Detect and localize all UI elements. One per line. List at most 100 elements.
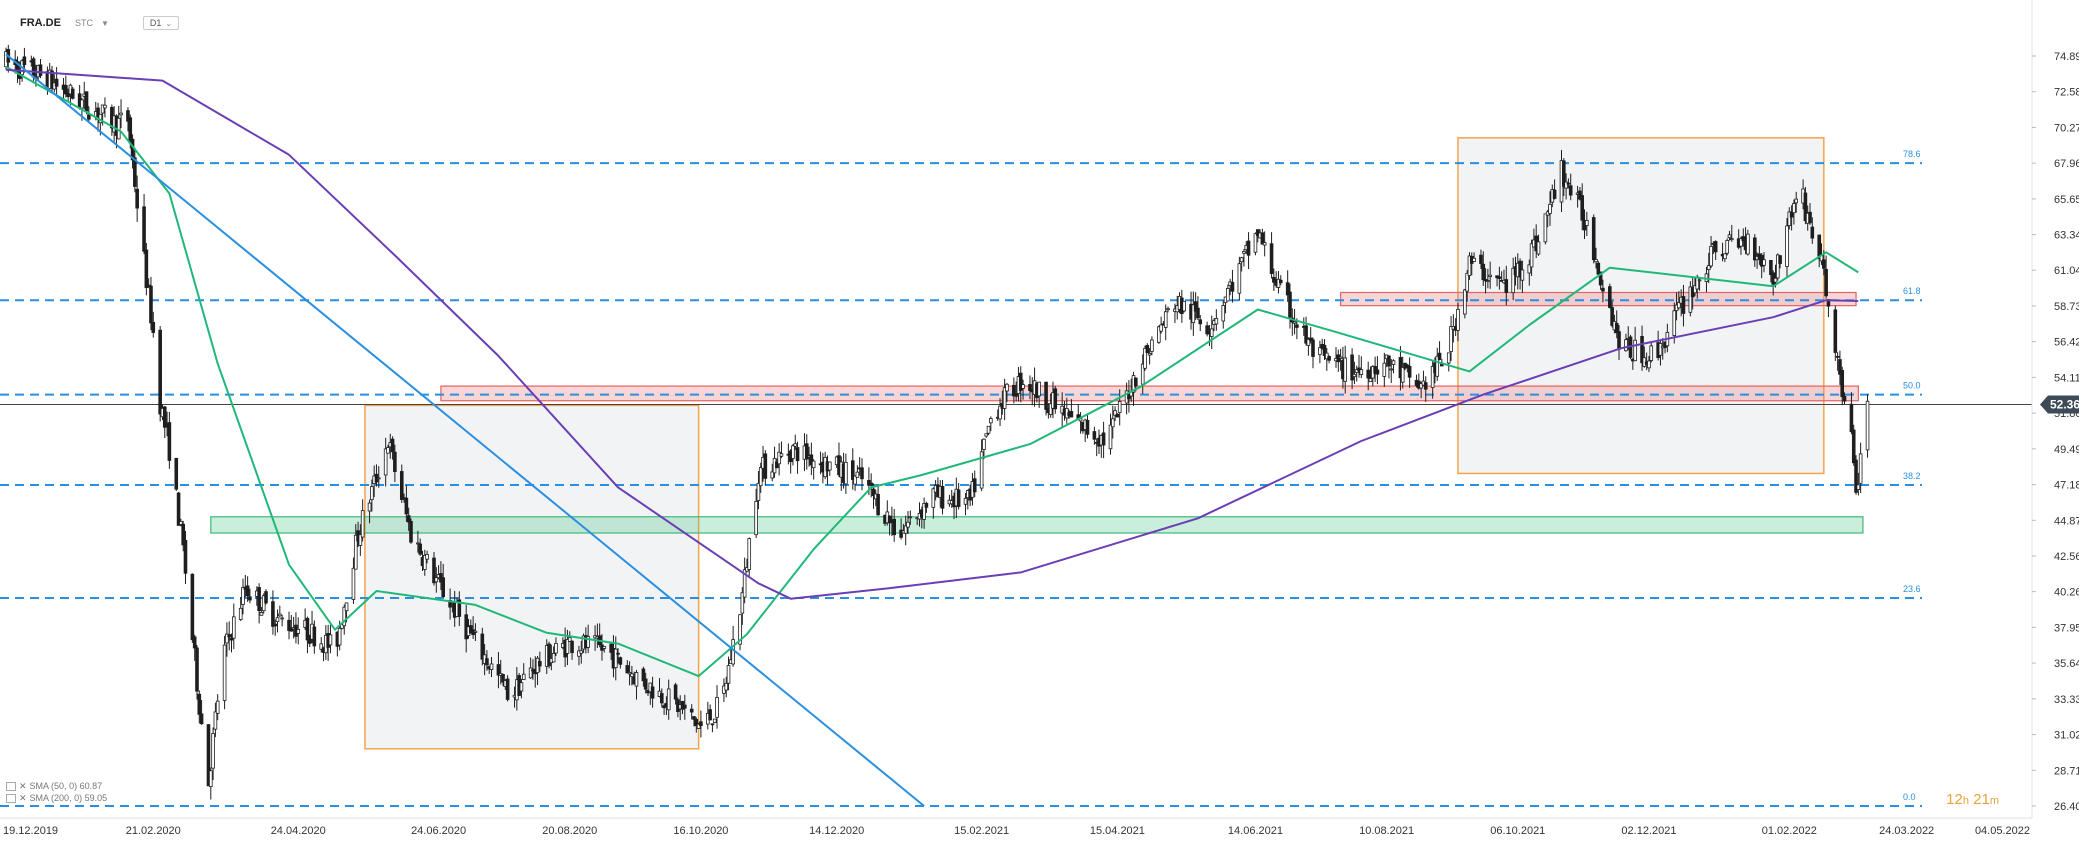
candle-body	[754, 501, 758, 536]
candle-body	[1407, 365, 1412, 378]
candle-body	[257, 587, 261, 612]
candle-body	[683, 704, 687, 709]
candle-body	[1803, 192, 1808, 222]
candle-body	[1389, 368, 1394, 371]
candle-body	[84, 91, 89, 112]
candle-body	[1787, 211, 1792, 226]
candle	[1278, 275, 1283, 286]
candle	[192, 634, 197, 661]
candle-body	[892, 518, 897, 536]
candle-body	[1672, 310, 1677, 336]
candle	[634, 669, 639, 700]
candle-body	[1350, 354, 1354, 381]
candle-body	[1713, 241, 1718, 253]
candle-body	[1145, 345, 1150, 353]
candle	[271, 590, 275, 635]
candle-body	[1456, 309, 1460, 331]
y-tick-label: 54.11	[2054, 372, 2079, 384]
candle-body	[1069, 411, 1074, 418]
candle-body	[1260, 232, 1265, 245]
candle	[1246, 232, 1251, 269]
candle-body	[1511, 267, 1515, 294]
candle-body	[1230, 282, 1235, 292]
candle	[1115, 413, 1120, 418]
candle-body	[22, 56, 27, 66]
y-tick-label: 35.64	[2054, 658, 2079, 670]
candle-body	[565, 639, 570, 654]
candle	[1842, 392, 1847, 405]
candle	[1762, 252, 1766, 273]
candle-body	[1658, 343, 1663, 356]
candle-body	[208, 770, 213, 788]
candle-body	[710, 723, 715, 726]
candle-body	[353, 534, 358, 570]
candle	[979, 439, 984, 492]
candle	[1226, 284, 1230, 302]
candle	[133, 147, 137, 193]
candle-body	[804, 443, 809, 460]
candle	[149, 276, 153, 331]
fib-levels: 78.6 61.8 50.0 38.2 23.6 0.0	[0, 149, 1922, 807]
candle	[1580, 183, 1585, 231]
candle	[860, 458, 864, 491]
candle	[1196, 296, 1200, 321]
candle-body	[176, 492, 181, 526]
eye-icon[interactable]	[6, 793, 16, 803]
candle-body	[1520, 269, 1525, 281]
candle-body	[1143, 347, 1147, 369]
candle	[1858, 442, 1863, 494]
candle-body	[1134, 377, 1138, 387]
candle-body	[126, 110, 130, 122]
candle-body	[144, 249, 149, 288]
candle-body	[1400, 367, 1405, 383]
close-icon[interactable]: ✕	[19, 781, 27, 791]
trendline[interactable]	[5, 53, 925, 807]
candle-body	[1725, 240, 1729, 254]
eye-icon[interactable]	[6, 781, 16, 791]
y-tick-label: 26.40	[2054, 801, 2079, 813]
candle-body	[1529, 243, 1534, 268]
chart-type-button[interactable]: STC ▼	[75, 18, 109, 28]
x-tick-label: 14.12.2020	[809, 825, 864, 837]
timeframe-select[interactable]: D1 ⌄	[142, 16, 180, 30]
symbol-label: FRA.DE	[20, 17, 61, 29]
candle-body	[1324, 352, 1329, 360]
candle	[1649, 342, 1654, 363]
legend-sma200[interactable]: ✕ SMA (200, 0) 59.05	[6, 792, 107, 804]
candle-body	[1253, 233, 1258, 253]
candle	[1769, 259, 1773, 283]
candle-body	[278, 613, 282, 617]
candle-body	[505, 678, 510, 700]
candle-body	[1527, 264, 1532, 274]
candle-body	[1221, 305, 1226, 322]
candle	[103, 97, 107, 118]
candle	[1543, 213, 1548, 245]
candle	[1076, 404, 1081, 420]
candle-body	[1709, 245, 1713, 267]
legend-sma50[interactable]: ✕ SMA (50, 0) 60.87	[6, 780, 107, 792]
candle	[1391, 359, 1396, 374]
candle-body	[1359, 369, 1364, 376]
candle	[694, 717, 699, 733]
candle-body	[747, 538, 752, 570]
candle-body	[360, 510, 365, 538]
candle-body	[1596, 262, 1601, 275]
candle-body	[1504, 279, 1509, 293]
x-tick-label: 21.02.2020	[126, 825, 181, 837]
candle	[409, 518, 413, 544]
candle	[1446, 352, 1451, 372]
candle-body	[1608, 286, 1612, 308]
close-icon[interactable]: ✕	[19, 793, 27, 803]
candle-body	[1578, 190, 1582, 200]
candle	[505, 675, 510, 702]
candle-body	[222, 644, 227, 701]
candle	[738, 614, 742, 651]
candle-body	[984, 433, 989, 437]
candle-body	[376, 477, 381, 480]
candle-body	[158, 329, 162, 415]
candle	[1214, 309, 1219, 331]
candle-body	[296, 629, 301, 634]
range-box-1	[364, 404, 700, 750]
candle	[528, 657, 533, 679]
